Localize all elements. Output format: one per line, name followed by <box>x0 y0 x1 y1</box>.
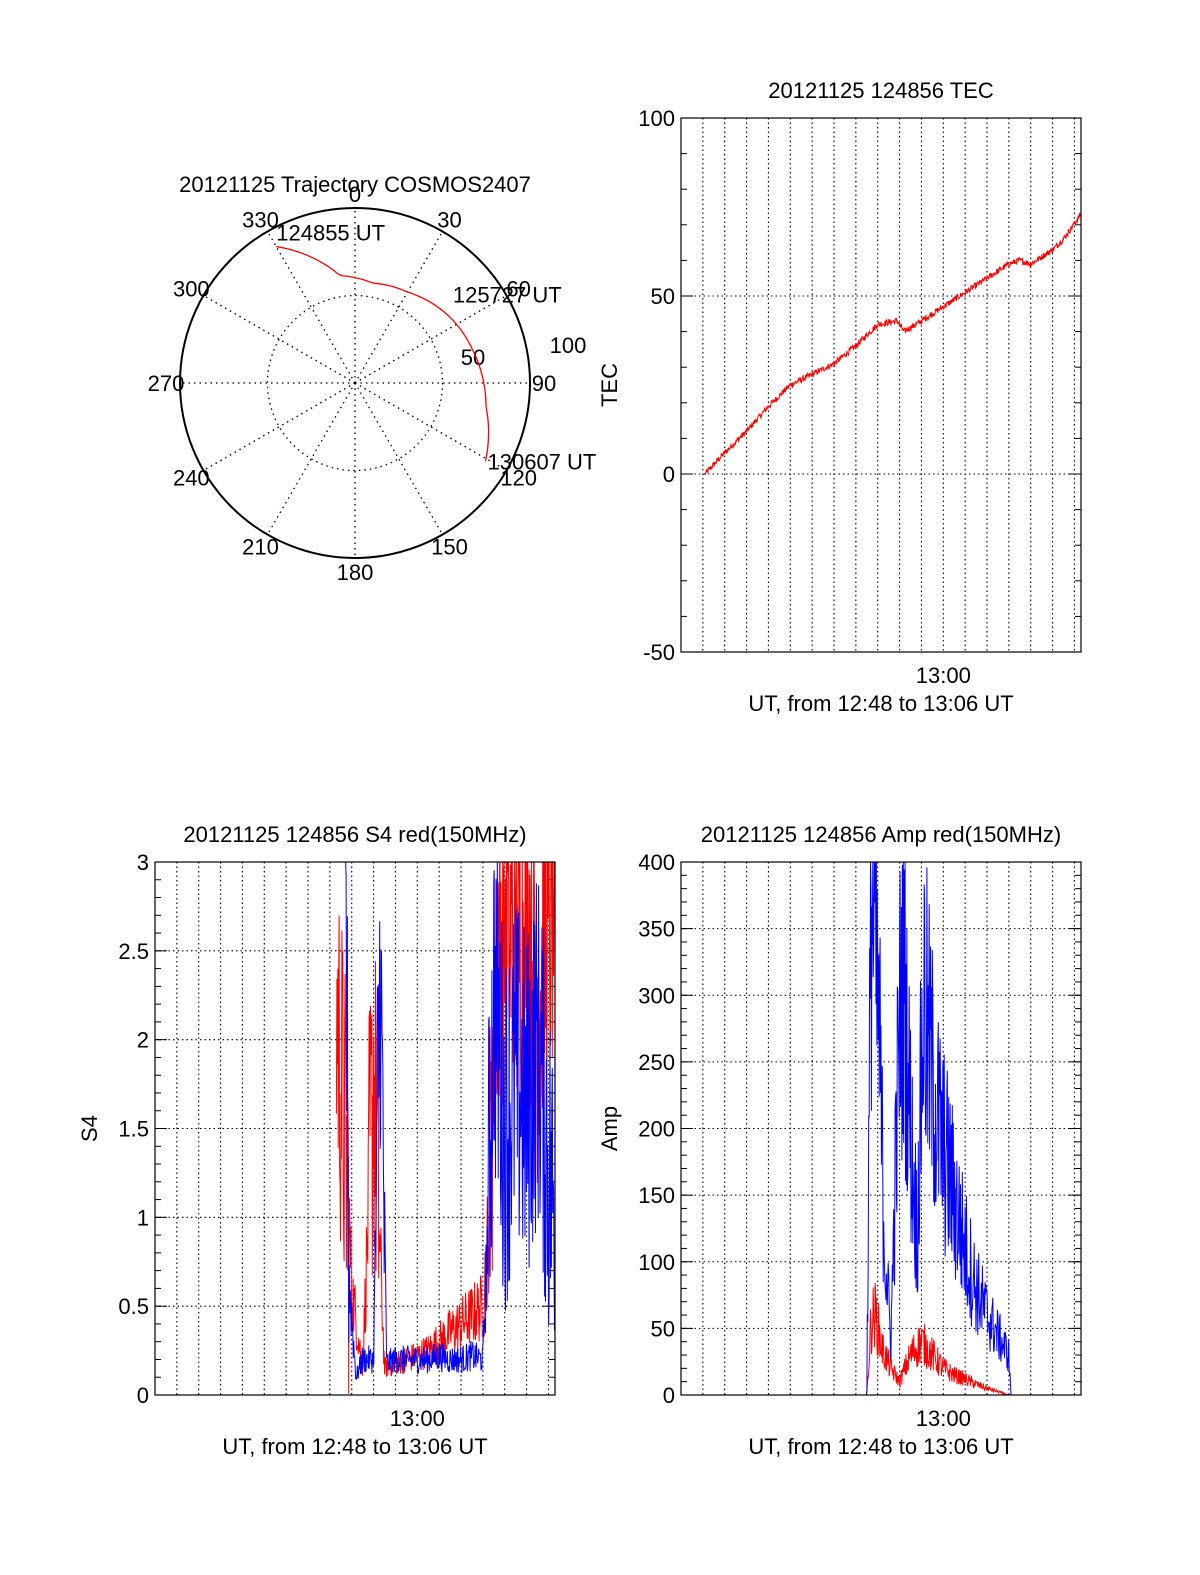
y-tick-label: 2 <box>137 1028 149 1053</box>
y-tick-label: 1.5 <box>118 1117 149 1142</box>
y-tick-label: 150 <box>638 1183 675 1208</box>
angle-label: 330 <box>242 207 279 232</box>
y-axis-label: S4 <box>77 1115 102 1142</box>
y-tick-label: 50 <box>651 1316 675 1341</box>
chart-title: 20121125 Trajectory COSMOS2407 <box>179 172 531 197</box>
time-annotation: 125727 UT <box>453 282 562 307</box>
angle-label: 120 <box>500 466 537 491</box>
angle-label: 60 <box>506 277 530 302</box>
angle-label: 180 <box>337 560 374 585</box>
y-tick-label: 250 <box>638 1050 675 1075</box>
y-tick-label: 0 <box>137 1383 149 1408</box>
time-annotation: 130607 UT <box>488 449 597 474</box>
plot-frame <box>680 117 1082 653</box>
y-axis-label: TEC <box>597 363 622 407</box>
data-series-line <box>705 1282 1081 1396</box>
angle-label: 300 <box>173 277 210 302</box>
y-tick-label: 50 <box>651 284 675 309</box>
plot-frame <box>154 861 556 1396</box>
angle-label: 30 <box>437 207 461 232</box>
y-tick-label: 400 <box>638 850 675 875</box>
polar-spoke <box>266 231 356 384</box>
y-tick-label: 350 <box>638 917 675 942</box>
x-tick-label: 13:00 <box>390 1406 445 1431</box>
polar-outer-circle <box>179 207 531 559</box>
angle-label: 150 <box>431 535 468 560</box>
data-series-line <box>345 861 556 1380</box>
y-tick-label: 1 <box>137 1205 149 1230</box>
y-tick-label: 2.5 <box>118 939 149 964</box>
angle-label: 270 <box>148 371 185 396</box>
y-tick-label: 0 <box>663 462 675 487</box>
chart-title: 20121125 124856 Amp red(150MHz) <box>701 822 1061 847</box>
polar-spoke <box>203 382 356 472</box>
y-tick-label: 0.5 <box>118 1294 149 1319</box>
y-tick-label: 3 <box>137 850 149 875</box>
data-series-line <box>704 212 1082 475</box>
line-chart-1: -50 0 50 100 13:00 20121125 124856 TEC UT, fro… <box>597 78 1082 716</box>
time-annotation: 124855 UT <box>276 221 385 246</box>
x-axis-label: UT, from 12:48 to 13:06 UT <box>748 691 1013 716</box>
trajectory-line <box>276 245 490 462</box>
angle-label: 210 <box>242 535 279 560</box>
y-tick-label: -50 <box>643 640 675 665</box>
y-tick-label: 200 <box>638 1117 675 1142</box>
y-tick-label: 300 <box>638 983 675 1008</box>
y-tick-label: 100 <box>638 106 675 131</box>
polar-spoke <box>266 382 356 535</box>
x-axis-label: UT, from 12:48 to 13:06 UT <box>748 1434 1013 1459</box>
line-chart-2: 0 0.5 1 1.5 2 2.5 3 13:00 20121125 124856 S4 red… <box>77 822 556 1459</box>
y-tick-label: 100 <box>638 1250 675 1275</box>
chart-title: 20121125 124856 S4 red(150MHz) <box>183 822 526 847</box>
x-tick-label: 13:00 <box>916 663 971 688</box>
y-tick-label: 0 <box>663 1383 675 1408</box>
angle-label: 0 <box>349 182 361 207</box>
chart-title: 20121125 124856 TEC <box>768 78 994 103</box>
polar-grid-circle <box>266 294 444 472</box>
y-axis-label: Amp <box>597 1106 622 1151</box>
plot-frame <box>680 861 1082 1396</box>
line-chart-3: 0 50 100 150 200 250 300 350 400 13:00 20121125 12… <box>597 822 1082 1459</box>
radius-label: 100 <box>550 333 587 358</box>
angle-label: 90 <box>532 371 556 396</box>
angle-label: 240 <box>173 466 210 491</box>
x-tick-label: 13:00 <box>916 1406 971 1431</box>
x-axis-label: UT, from 12:48 to 13:06 UT <box>222 1434 487 1459</box>
polar-spoke <box>354 382 444 535</box>
polar-spoke <box>354 382 507 472</box>
radius-label: 50 <box>461 345 485 370</box>
